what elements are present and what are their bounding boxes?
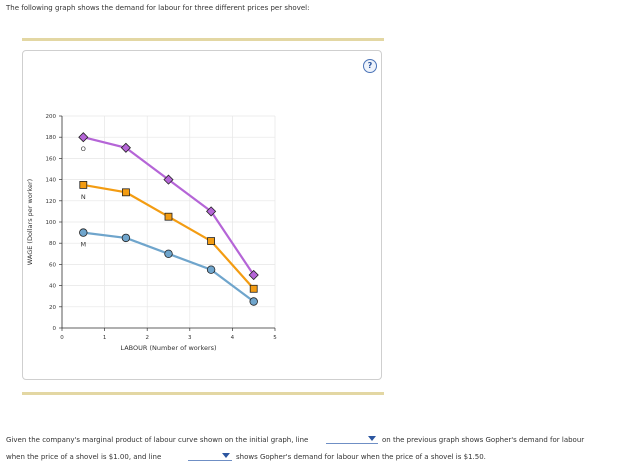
graph-panel (22, 50, 382, 380)
point-marker-O (120, 142, 131, 153)
x-tick-label: 4 (231, 335, 235, 341)
y-axis-label: WAGE (Dollars per worker) (26, 179, 34, 265)
x-tick-label: 5 (273, 335, 277, 341)
y-tick-label: 20 (49, 305, 56, 311)
point-marker-O (163, 174, 174, 185)
point-marker-M (79, 228, 88, 237)
question-text-4: shows Gopher's demand for labour when th… (236, 453, 486, 461)
chevron-down-icon (368, 436, 376, 441)
point-marker-O (248, 269, 259, 281)
point-marker-M (249, 297, 258, 306)
x-tick-label: 3 (188, 335, 192, 341)
point-marker-N (122, 188, 130, 197)
point-marker-M (121, 233, 131, 243)
point-marker-N (164, 212, 173, 221)
point-marker-M (164, 249, 173, 258)
y-tick-label: 140 (46, 178, 57, 184)
point-marker-O (78, 132, 89, 143)
series-label-M: M (80, 241, 86, 249)
series-label-O: O (81, 145, 86, 153)
y-tick-label: 180 (46, 135, 57, 141)
help-button[interactable]: ? (363, 59, 377, 73)
point-marker-O (206, 206, 217, 217)
x-tick-label: 2 (145, 335, 149, 341)
point-marker-N (79, 180, 88, 189)
question-text-3: when the price of a shovel is $1.00, and… (6, 453, 162, 461)
y-tick-label: 40 (49, 284, 56, 290)
x-axis-label: LABOUR (Number of workers) (120, 344, 216, 352)
question-text-2: on the previous graph shows Gopher's dem… (382, 436, 585, 444)
y-tick-label: 160 (46, 156, 57, 162)
y-tick-label: 80 (49, 241, 56, 247)
point-marker-N (207, 237, 216, 245)
y-tick-label: 100 (46, 220, 57, 226)
top-divider (22, 38, 384, 41)
chevron-down-icon (222, 453, 230, 458)
intro-text: The following graph shows the demand for… (6, 4, 310, 12)
y-tick-label: 120 (46, 199, 57, 205)
point-marker-M (206, 265, 216, 274)
y-tick-label: 60 (49, 262, 56, 268)
bottom-divider (22, 392, 384, 395)
y-tick-label: 200 (46, 114, 57, 120)
line-dropdown-2[interactable] (188, 452, 232, 461)
point-marker-N (249, 284, 258, 293)
x-tick-label: 1 (103, 335, 107, 341)
y-tick-label: 0 (53, 326, 57, 332)
line-dropdown-1[interactable] (326, 435, 378, 444)
x-tick-label: 0 (60, 335, 64, 341)
question-mark-icon: ? (367, 61, 373, 70)
series-label-N: N (81, 193, 86, 201)
question-text-1: Given the company's marginal product of … (6, 436, 309, 444)
